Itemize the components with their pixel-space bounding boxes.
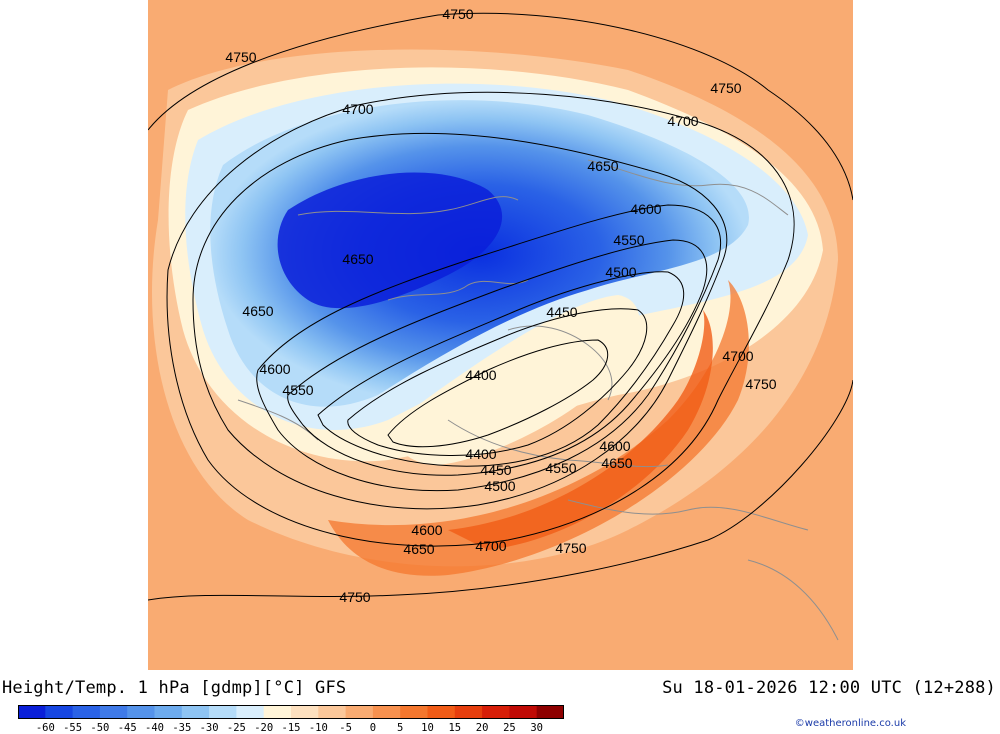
contour-label-4650: 4650 bbox=[342, 251, 373, 267]
contour-label-4700: 4700 bbox=[722, 348, 753, 364]
contour-label-4650: 4650 bbox=[587, 158, 618, 174]
contour-label-4500: 4500 bbox=[605, 264, 636, 280]
map-title: Height/Temp. 1 hPa [gdmp][°C] GFS bbox=[2, 678, 347, 698]
legend-tick-label: -5 bbox=[339, 722, 352, 734]
legend-swatch bbox=[291, 705, 319, 719]
legend-swatch bbox=[454, 705, 483, 719]
contour-label-4500: 4500 bbox=[484, 478, 515, 494]
contour-label-4700: 4700 bbox=[667, 113, 698, 129]
legend-swatch bbox=[18, 705, 46, 719]
legend-swatch bbox=[99, 705, 128, 719]
legend-tick-label: 30 bbox=[530, 722, 544, 734]
contour-label-4750: 4750 bbox=[745, 376, 776, 392]
contour-label-4750: 4750 bbox=[710, 80, 741, 96]
contour-4500 bbox=[317, 271, 685, 467]
contour-label-4750: 4750 bbox=[442, 6, 473, 22]
contour-label-4600: 4600 bbox=[411, 522, 442, 538]
map-datetime: Su 18-01-2026 12:00 UTC (12+288) bbox=[662, 678, 996, 698]
legend-tick-label: 25 bbox=[503, 722, 516, 734]
contour-lines bbox=[148, 12, 853, 601]
contour-label-4400: 4400 bbox=[465, 446, 496, 462]
legend-swatch bbox=[236, 705, 265, 719]
legend-tick-label: -40 bbox=[145, 722, 164, 734]
contour-label-4750: 4750 bbox=[555, 540, 586, 556]
contour-label-4700: 4700 bbox=[342, 101, 373, 117]
contour-4600 bbox=[256, 204, 722, 492]
contour-4750-north bbox=[148, 12, 853, 201]
color-legend-labels: -60 -55 -50 -45 -40 -35 -30 -25 -20 -15 -10 -5 0 5 10 1… bbox=[18, 722, 578, 734]
footer-panel bbox=[0, 670, 1000, 733]
legend-swatch bbox=[536, 705, 564, 719]
legend-swatch bbox=[318, 705, 347, 719]
legend-tick-label: -45 bbox=[117, 722, 137, 734]
contour-4400 bbox=[387, 339, 608, 448]
legend-tick-label: -10 bbox=[308, 722, 328, 734]
warm-tongue-low bbox=[395, 295, 640, 465]
contour-label-4600: 4600 bbox=[259, 361, 290, 377]
legend-swatch bbox=[45, 705, 74, 719]
legend-swatch bbox=[154, 705, 183, 719]
legend-swatch bbox=[127, 705, 155, 719]
legend-swatch bbox=[72, 705, 101, 719]
legend-tick-label: -50 bbox=[90, 722, 110, 734]
legend-swatch bbox=[372, 705, 401, 719]
weather-map: 4750 4750 4750 4700 4700 4650 4600 4550 … bbox=[148, 0, 853, 670]
contour-labels: 4750 4750 4750 4700 4700 4650 4600 4550 … bbox=[225, 6, 776, 605]
legend-tick-label: -60 bbox=[35, 722, 55, 734]
contour-label-4650: 4650 bbox=[403, 541, 434, 557]
contour-label-4600: 4600 bbox=[599, 438, 630, 454]
legend-tick-label: 0 bbox=[369, 722, 377, 734]
legend-swatch bbox=[345, 705, 374, 719]
legend-tick-label: 10 bbox=[421, 722, 434, 734]
legend-tick-label: -30 bbox=[199, 722, 219, 734]
legend-swatch bbox=[181, 705, 210, 719]
contour-label-4600: 4600 bbox=[630, 201, 661, 217]
legend-tick-label: -25 bbox=[226, 722, 246, 734]
legend-frame bbox=[18, 705, 564, 719]
contour-label-4550: 4550 bbox=[282, 382, 313, 398]
contour-label-4450: 4450 bbox=[546, 304, 577, 320]
contour-label-4550: 4550 bbox=[613, 232, 644, 248]
contour-4650 bbox=[192, 132, 728, 510]
legend-tick-label: 20 bbox=[475, 722, 489, 734]
contour-4750 bbox=[148, 379, 853, 601]
contour-4450 bbox=[347, 308, 648, 456]
legend-tick-label: 5 bbox=[397, 722, 404, 734]
legend-tick-label: -20 bbox=[254, 722, 274, 734]
legend-swatch bbox=[209, 705, 237, 719]
contour-label-4650: 4650 bbox=[601, 455, 632, 471]
legend-swatch bbox=[427, 705, 456, 719]
contour-label-4400: 4400 bbox=[465, 367, 496, 383]
contour-label-4450: 4450 bbox=[480, 462, 511, 478]
cold-core-deep bbox=[277, 172, 503, 309]
contour-label-4700: 4700 bbox=[475, 538, 506, 554]
warm-band-hot bbox=[448, 310, 713, 550]
legend-tick-label: -55 bbox=[63, 722, 83, 734]
legend-swatch bbox=[482, 705, 510, 719]
legend-swatch bbox=[263, 705, 292, 719]
legend-tick-label: 15 bbox=[448, 722, 462, 734]
contour-label-4750: 4750 bbox=[225, 49, 256, 65]
contour-label-4650: 4650 bbox=[242, 303, 273, 319]
legend-tick-label: -15 bbox=[281, 722, 301, 734]
contour-label-4550: 4550 bbox=[545, 460, 576, 476]
legend-swatch bbox=[400, 705, 428, 719]
legend-tick-label: -35 bbox=[172, 722, 192, 734]
contour-4700 bbox=[166, 91, 795, 547]
credit-link[interactable]: ©weatheronline.co.uk bbox=[794, 718, 906, 729]
contour-4550 bbox=[287, 239, 708, 476]
legend-swatch bbox=[509, 705, 538, 719]
color-legend-bar bbox=[18, 705, 564, 719]
contour-label-4750: 4750 bbox=[339, 589, 370, 605]
